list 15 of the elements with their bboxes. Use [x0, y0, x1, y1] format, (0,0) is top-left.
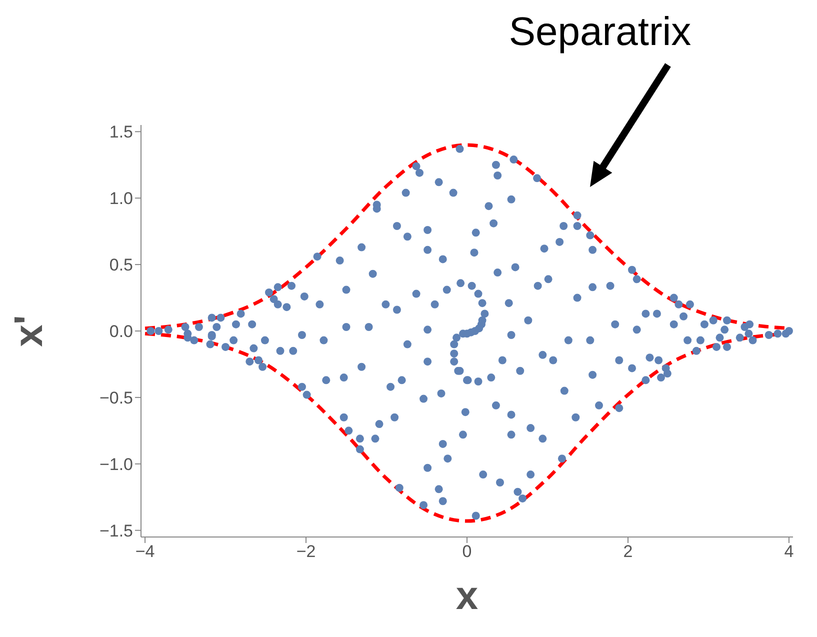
y-tick-label: 1.5 [109, 122, 133, 142]
y-tick-label: −0.5 [99, 388, 133, 408]
x-tick-label: 4 [784, 542, 794, 562]
y-axis-title: x' [7, 315, 52, 347]
text: Separatrix [508, 10, 692, 54]
y-tick-label: 0.0 [109, 322, 133, 342]
y-tick-label: 1.0 [109, 189, 133, 208]
x-tick-label: −2 [296, 542, 316, 562]
x-tick-label: 0 [462, 542, 472, 562]
y-tick-label: −1.5 [99, 521, 133, 540]
y-tick-label: 0.5 [109, 256, 133, 275]
y-tick-label: −1.0 [99, 454, 133, 474]
x-tick-label: −4 [135, 542, 155, 562]
x-axis-title: x [456, 574, 478, 618]
x-tick-label: 2 [623, 542, 633, 562]
